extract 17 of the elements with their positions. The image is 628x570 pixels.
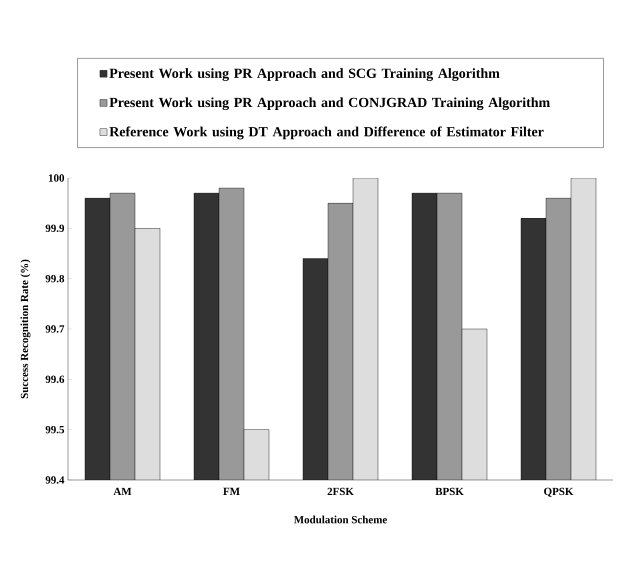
x-axis-title: Modulation Scheme: [294, 516, 387, 524]
y-tick-label: 99.8: [46, 274, 64, 282]
y-axis-title: Success Recognition Rate (%): [20, 260, 30, 398]
x-tick-label: BPSK: [435, 488, 464, 496]
x-tick-label: FM: [223, 488, 240, 495]
y-tick-label: 99.7: [46, 325, 64, 333]
y-tick-label: 99.6: [46, 376, 64, 384]
y-tick-label: 99.4: [46, 476, 64, 484]
x-tick-label: QPSK: [544, 488, 574, 497]
legend-label: Present Work using PR Approach and CONJGRAD Training Algorithm: [109, 97, 550, 110]
legend-label: Present Work using PR Approach and SCG Training Algorithm: [109, 68, 500, 81]
y-tick-label: 99.5: [46, 426, 64, 434]
legend-label: Reference Work using DT Approach and Difference of Estimator Filter: [109, 126, 544, 140]
y-tick-label: 99.9: [46, 224, 64, 232]
x-tick-label: AM: [113, 488, 132, 496]
y-tick-label: 100: [48, 174, 64, 182]
x-tick-label: 2FSK: [328, 488, 354, 496]
